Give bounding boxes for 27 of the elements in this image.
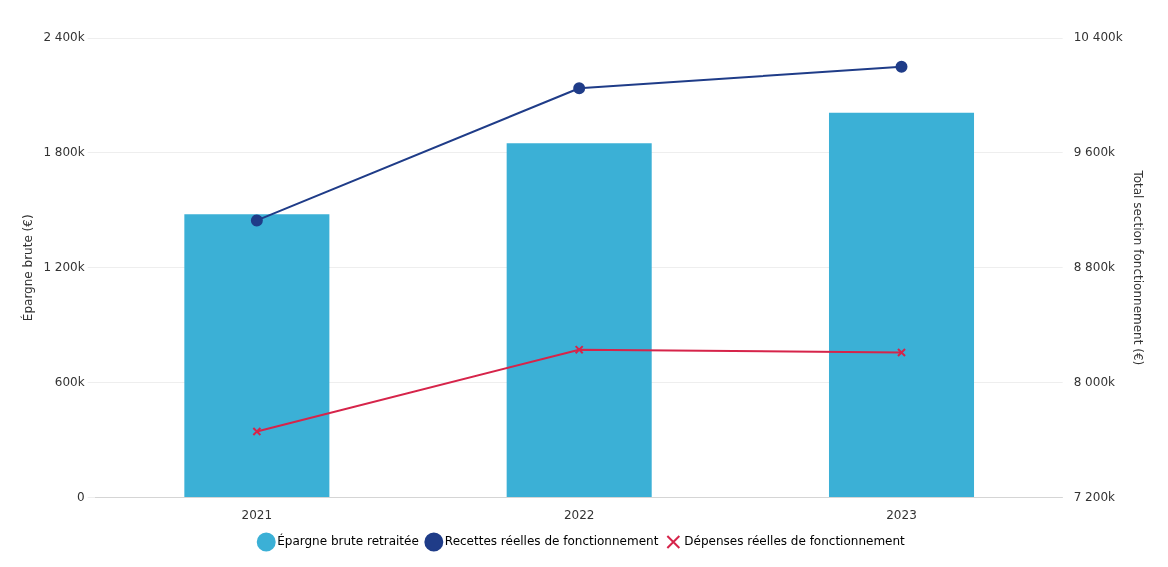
y-tick-label: 600k — [54, 374, 85, 389]
bar — [184, 214, 330, 498]
bar — [828, 112, 975, 498]
point — [252, 427, 262, 437]
y2-tick-label: 10 400k — [1073, 30, 1123, 45]
y-tick-label: 0 — [77, 489, 85, 504]
y2-tick-label: 7 200k — [1073, 489, 1116, 504]
legend-label: Recettes réelles de fonctionnement — [444, 534, 659, 549]
y-tick-label: 2 400k — [43, 30, 85, 45]
bar — [506, 143, 652, 498]
y2-tick-label: 9 600k — [1073, 145, 1116, 160]
legend-label: Dépenses réelles de fonctionnement — [684, 534, 906, 549]
x-tick-label: 2022 — [563, 507, 595, 522]
y-tick-label: 1 200k — [43, 259, 85, 274]
legend-label: Épargne brute retraitée — [277, 533, 419, 549]
point — [250, 214, 263, 227]
point — [896, 348, 907, 358]
point — [895, 60, 908, 73]
x-tick-label: 2023 — [886, 507, 917, 522]
y-axis-title: Épargne brute (€) — [20, 214, 36, 322]
y2-axis-title: Total section fonctionnement (€) — [1130, 169, 1145, 366]
x-tick-label: 2021 — [241, 507, 273, 522]
y2-tick-label: 8 800k — [1073, 259, 1116, 274]
y2-tick-label: 8 000k — [1073, 374, 1116, 389]
y-tick-label: 1 800k — [43, 145, 85, 160]
point — [573, 82, 586, 95]
point — [574, 345, 584, 355]
